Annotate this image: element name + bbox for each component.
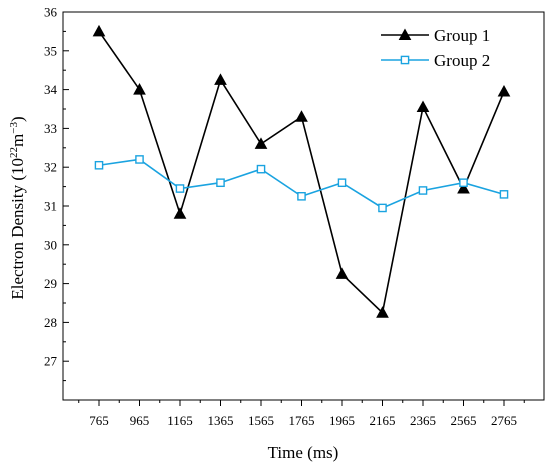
series-1-point	[254, 137, 268, 149]
series-1-point	[335, 267, 349, 279]
y-axis-title-exp2: −3	[8, 122, 20, 134]
y-tick-label: 36	[44, 5, 58, 20]
series-1-point	[416, 100, 430, 113]
y-axis-title-end: )	[8, 116, 27, 122]
series-2-point	[378, 203, 387, 213]
series-1-point	[457, 182, 470, 194]
y-axis-title-main: Electron Density (10	[8, 158, 27, 300]
series-2-point	[256, 164, 266, 174]
x-axis: 765 965 1165 1365 1565 1765 1965 2165 2365 2565 27…	[78, 400, 525, 428]
legend-label: Group 2	[434, 51, 490, 70]
legend-label: Group 1	[434, 26, 490, 45]
series-1-point	[376, 306, 389, 318]
y-tick-label: 30	[44, 237, 57, 252]
y-axis-title: Electron Density (1022m−3)	[8, 116, 27, 299]
y-tick-label: 32	[44, 160, 57, 175]
y-tick-label: 31	[44, 199, 57, 214]
plot-border	[62, 11, 545, 401]
series-2-point	[499, 190, 509, 199]
series-2-point	[216, 178, 225, 188]
legend-marker	[400, 55, 410, 65]
x-tick-label: 2765	[491, 413, 517, 428]
y-axis-title-mid: m	[8, 134, 27, 147]
x-tick-label: 2565	[451, 413, 477, 428]
x-tick-label: 1965	[329, 413, 355, 428]
series-1-point	[295, 110, 308, 122]
series-2-point	[135, 155, 144, 164]
series-1-point	[214, 73, 227, 85]
series-2-point	[94, 160, 104, 170]
plot-frame	[62, 11, 545, 401]
y-axis: 27 28 29 30 31 32 33 34 35 36	[44, 5, 69, 401]
x-axis-title: Time (ms)	[268, 443, 339, 462]
x-tick-label: 1165	[167, 413, 193, 428]
x-tick-label: 1565	[248, 413, 274, 428]
series-2-point	[418, 186, 428, 195]
x-tick-label: 2165	[370, 413, 396, 428]
x-tick-label: 765	[89, 413, 109, 428]
x-tick-label: 1365	[208, 413, 234, 428]
y-axis-title-exp1: 22	[8, 147, 20, 158]
series-1-point	[497, 85, 511, 97]
legend-item-1: Group 1	[381, 26, 490, 45]
y-tick-label: 34	[44, 82, 58, 97]
series-2-point	[459, 178, 468, 188]
y-tick-label: 27	[44, 354, 58, 369]
y-tick-label: 28	[44, 315, 57, 330]
y-tick-label: 35	[44, 43, 57, 58]
series-1-line	[98, 30, 505, 315]
series-1-point	[133, 83, 146, 95]
y-tick-label: 33	[44, 121, 57, 136]
series-2-point	[337, 178, 347, 188]
legend-item-2: Group 2	[381, 51, 490, 70]
x-tick-label: 965	[130, 413, 150, 428]
series-1	[92, 24, 511, 318]
series-layer	[92, 24, 511, 318]
y-tick-label: 29	[44, 276, 57, 291]
series-2-point	[297, 191, 306, 201]
series-2-point	[175, 184, 185, 193]
legend: Group 1 Group 2	[381, 26, 490, 70]
x-tick-label: 2365	[410, 413, 436, 428]
series-2	[94, 155, 509, 213]
x-tick-label: 1765	[289, 413, 315, 428]
series-2-line	[98, 158, 505, 209]
series-1-point	[92, 24, 106, 37]
series-1-point	[173, 207, 187, 219]
legend-marker	[398, 28, 412, 40]
